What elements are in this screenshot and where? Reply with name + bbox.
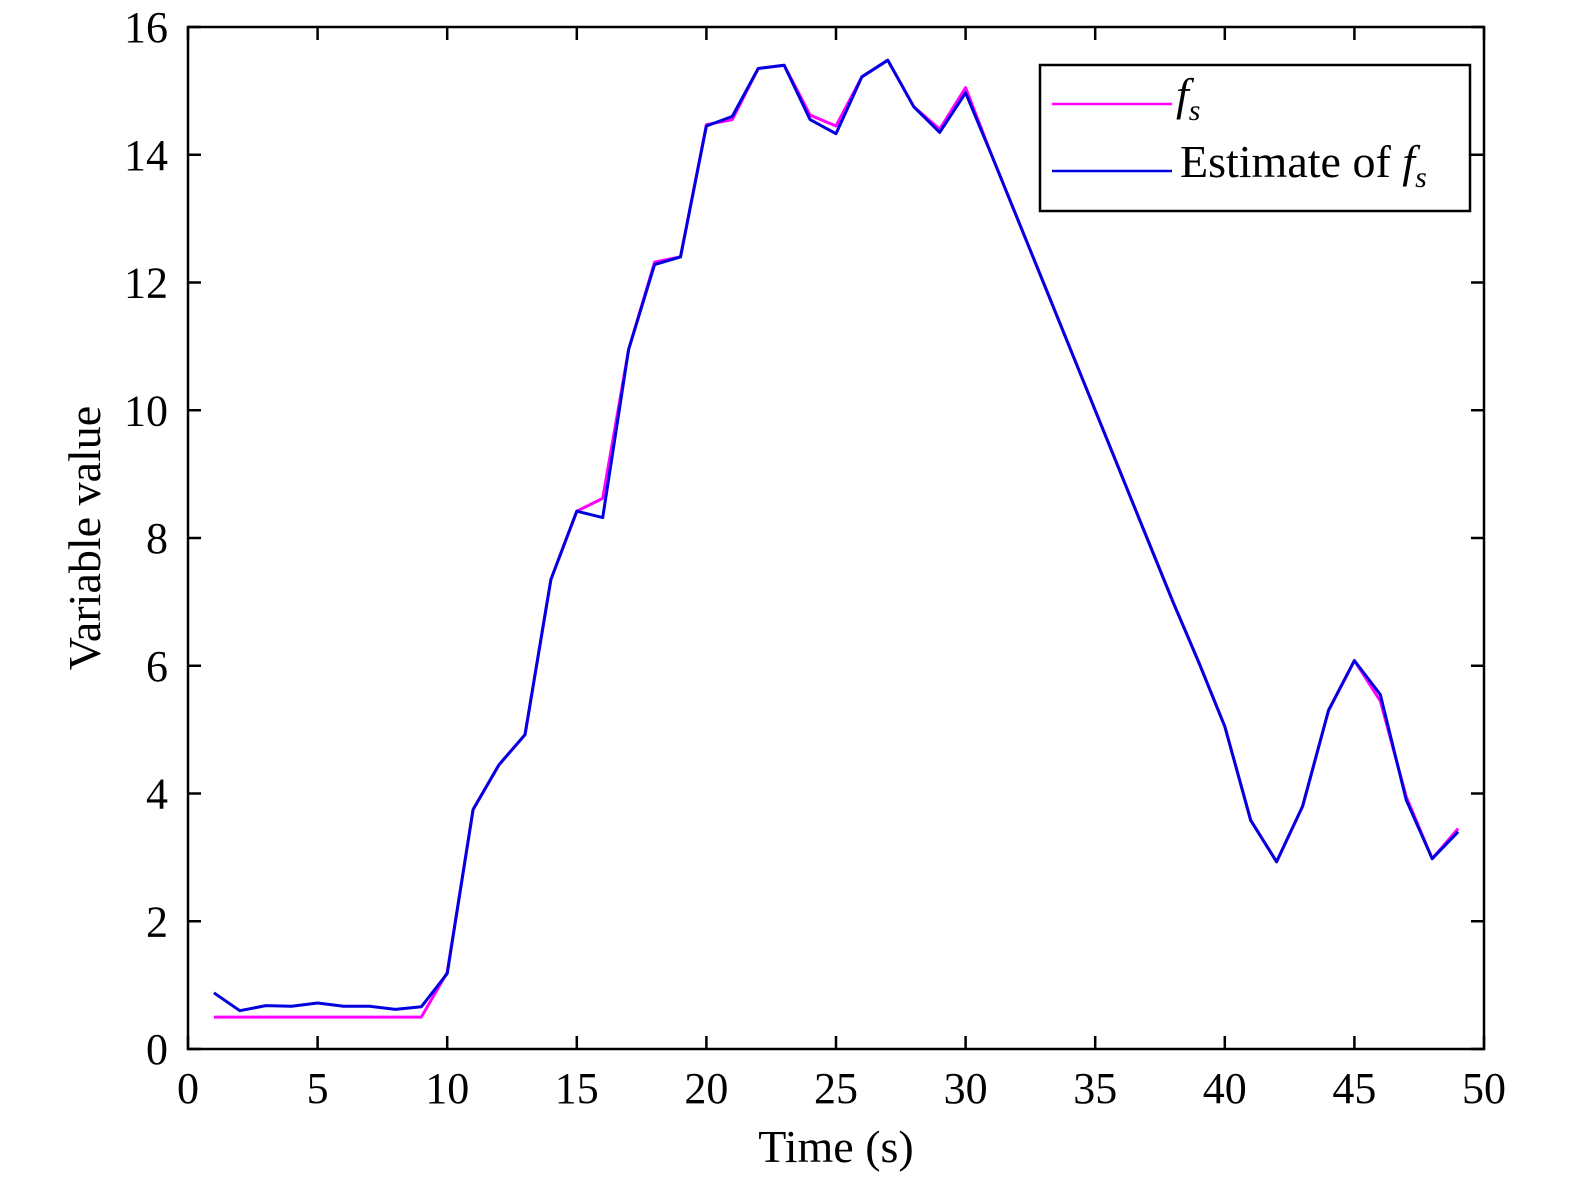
series-line-estimate [213, 58, 1460, 1013]
series-lines [213, 58, 1460, 1019]
x-tick-label: 5 [307, 1064, 329, 1113]
x-tick-label: 15 [555, 1064, 599, 1113]
x-tick-label: 45 [1332, 1064, 1376, 1113]
x-tick-label: 35 [1073, 1064, 1117, 1113]
legend-label-estimate-sub: s [1415, 161, 1427, 194]
x-tick-label: 40 [1203, 1064, 1247, 1113]
y-tick-label: 10 [124, 386, 168, 435]
x-tick-label: 25 [814, 1064, 858, 1113]
y-tick-label: 2 [146, 897, 168, 946]
y-tick-label: 14 [124, 131, 168, 180]
x-tick-label: 30 [944, 1064, 988, 1113]
legend: fs Estimate of fs [1038, 63, 1472, 213]
x-tick-label: 20 [684, 1064, 728, 1113]
x-tick-label: 50 [1462, 1064, 1506, 1113]
y-tick-label: 0 [146, 1025, 168, 1074]
legend-label-estimate: Estimate of fs [1180, 136, 1427, 194]
y-tick-label: 4 [146, 770, 168, 819]
x-tick-label: 0 [177, 1064, 199, 1113]
y-tick-labels: 0 2 4 6 8 10 12 14 16 [124, 3, 168, 1074]
x-axis-title: Time (s) [758, 1121, 914, 1172]
y-tick-label: 16 [124, 3, 168, 52]
legend-label-fs-sub: s [1189, 94, 1201, 127]
y-tick-label: 6 [146, 642, 168, 691]
x-tick-label: 10 [425, 1064, 469, 1113]
y-axis-title: Variable value [59, 406, 110, 670]
axis-ticks [186, 25, 1486, 1051]
x-tick-labels: 0 5 10 15 20 25 30 35 40 45 50 [177, 1064, 1506, 1113]
legend-box [1038, 63, 1472, 213]
y-tick-label: 8 [146, 514, 168, 563]
y-tick-label: 12 [124, 259, 168, 308]
legend-label-estimate-main: Estimate of [1180, 136, 1402, 187]
